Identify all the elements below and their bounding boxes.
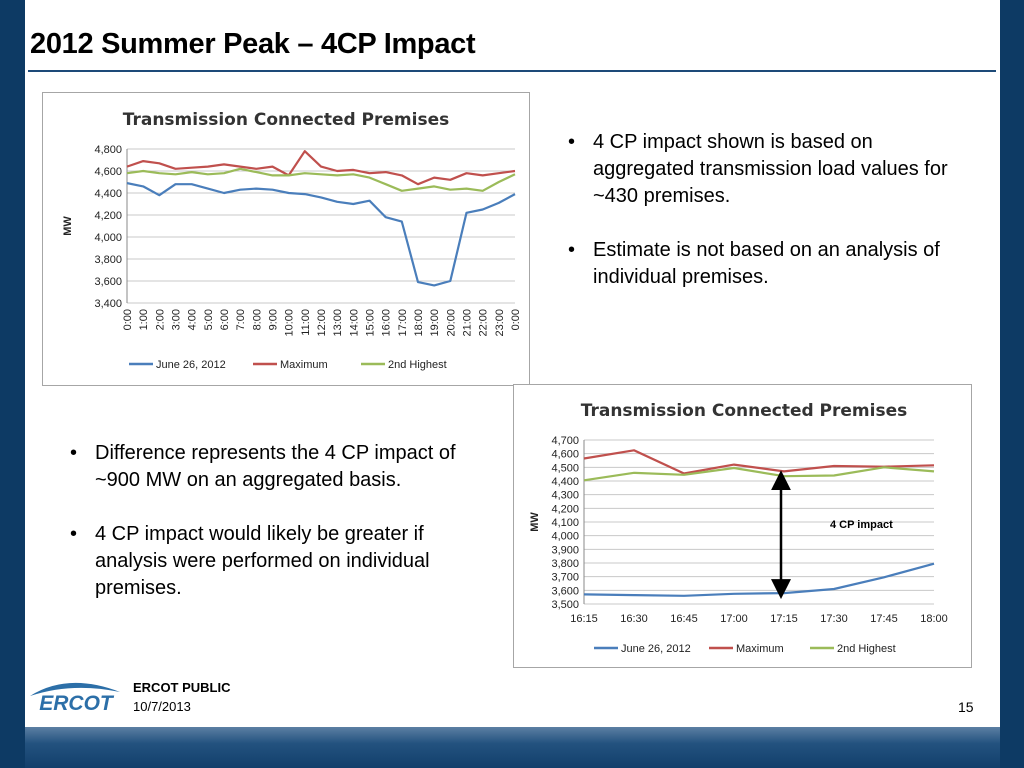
- y-axis-label: MW: [62, 216, 74, 236]
- chart-title: Transmission Connected Premises: [123, 110, 450, 130]
- legend-label: Maximum: [736, 643, 784, 655]
- y-axis-label: MW: [529, 512, 541, 532]
- footer-band: [25, 727, 1000, 768]
- x-tick-label: 14:00: [348, 309, 360, 337]
- x-tick-label: 17:15: [770, 613, 798, 625]
- x-tick-label: 0:00: [510, 309, 522, 330]
- x-tick-label: 18:00: [413, 309, 425, 337]
- legend-label: Maximum: [280, 359, 328, 371]
- series-line-0: [126, 182, 516, 287]
- y-tick-label: 4,500: [551, 462, 579, 474]
- x-tick-label: 4:00: [187, 309, 199, 330]
- y-tick-label: 3,400: [94, 298, 122, 310]
- x-tick-label: 18:00: [920, 613, 948, 625]
- x-tick-label: 12:00: [316, 309, 328, 337]
- y-tick-label: 3,800: [94, 254, 122, 266]
- footer-date: 10/7/2013: [133, 699, 191, 714]
- page-number: 15: [958, 699, 974, 715]
- y-tick-label: 4,800: [94, 144, 122, 156]
- series-line-1: [583, 449, 935, 475]
- x-tick-label: 8:00: [251, 309, 263, 330]
- y-tick-label: 3,600: [94, 276, 122, 288]
- chart-full-day-svg: Transmission Connected Premises 3,400 3,60…: [62, 110, 522, 371]
- x-tick-label: 20:00: [445, 309, 457, 337]
- y-tick-label: 4,400: [551, 476, 579, 488]
- series-line-1: [126, 150, 516, 186]
- series-line-2: [583, 466, 935, 482]
- x-tick-label: 17:00: [720, 613, 748, 625]
- bullet-item: 4 CP impact would likely be greater if a…: [68, 521, 488, 602]
- y-tick-label: 4,300: [551, 490, 579, 502]
- x-tick-label: 2:00: [154, 309, 166, 330]
- y-tick-label: 4,200: [551, 503, 579, 515]
- x-tick-label: 22:00: [478, 309, 490, 337]
- x-tick-label: 17:30: [820, 613, 848, 625]
- y-tick-label: 4,600: [94, 166, 122, 178]
- x-tick-label: 10:00: [284, 309, 296, 337]
- series-line-0: [583, 562, 935, 597]
- x-tick-label: 15:00: [365, 309, 377, 337]
- x-tick-label: 17:00: [397, 309, 409, 337]
- x-tick-label: 17:45: [870, 613, 898, 625]
- x-tick-label: 16:15: [570, 613, 598, 625]
- title-divider: [28, 70, 996, 72]
- chart-peak-window-svg: Transmission Connected Premises 3,500 3,60…: [529, 401, 948, 655]
- legend-label: 2nd Highest: [388, 359, 447, 371]
- x-tick-label: 6:00: [219, 309, 231, 330]
- bullets-top: 4 CP impact shown is based on aggregated…: [566, 129, 966, 318]
- series-line-2: [126, 167, 516, 192]
- x-tick-label: 21:00: [462, 309, 474, 337]
- x-tick-label: 5:00: [203, 309, 215, 330]
- x-tick-label: 9:00: [268, 309, 280, 330]
- chart-full-day: Transmission Connected Premises 3,400 3,60…: [42, 92, 530, 386]
- ercot-logo: ERCOT: [30, 682, 120, 715]
- classification-label: ERCOT PUBLIC: [133, 680, 231, 695]
- x-tick-label: 23:00: [494, 309, 506, 337]
- bullet-item: Difference represents the 4 CP impact of…: [68, 440, 488, 494]
- bullet-item: Estimate is not based on an analysis of …: [566, 237, 966, 291]
- x-tick-label: 13:00: [332, 309, 344, 337]
- logo-text: ERCOT: [39, 692, 115, 715]
- x-tick-label: 16:30: [620, 613, 648, 625]
- y-tick-label: 3,900: [551, 544, 579, 556]
- x-tick-label: 7:00: [235, 309, 247, 330]
- chart-peak-window: Transmission Connected Premises 3,500 3,60…: [513, 384, 972, 668]
- x-tick-label: 19:00: [429, 309, 441, 337]
- legend-label: June 26, 2012: [621, 643, 691, 655]
- legend-label: 2nd Highest: [837, 643, 896, 655]
- y-tick-label: 4,000: [551, 531, 579, 543]
- y-tick-label: 4,400: [94, 188, 122, 200]
- y-tick-label: 4,200: [94, 210, 122, 222]
- y-tick-label: 3,700: [551, 572, 579, 584]
- y-tick-label: 3,500: [551, 599, 579, 611]
- x-tick-label: 16:00: [381, 309, 393, 337]
- legend-label: June 26, 2012: [156, 359, 226, 371]
- bullet-item: 4 CP impact shown is based on aggregated…: [566, 129, 966, 210]
- x-tick-label: 3:00: [171, 309, 183, 330]
- x-tick-label: 16:45: [670, 613, 698, 625]
- y-tick-label: 3,600: [551, 585, 579, 597]
- x-tick-label: 0:00: [122, 309, 134, 330]
- impact-annotation: 4 CP impact: [830, 519, 893, 531]
- y-tick-label: 3,800: [551, 558, 579, 570]
- x-tick-label: 1:00: [138, 309, 150, 330]
- y-tick-label: 4,000: [94, 232, 122, 244]
- x-tick-label: 11:00: [300, 309, 312, 336]
- y-tick-label: 4,100: [551, 517, 579, 529]
- y-tick-label: 4,700: [551, 435, 579, 447]
- chart-title: Transmission Connected Premises: [581, 401, 908, 421]
- y-tick-label: 4,600: [551, 449, 579, 461]
- page-title: 2012 Summer Peak – 4CP Impact: [30, 28, 476, 60]
- bullets-left: Difference represents the 4 CP impact of…: [68, 440, 488, 629]
